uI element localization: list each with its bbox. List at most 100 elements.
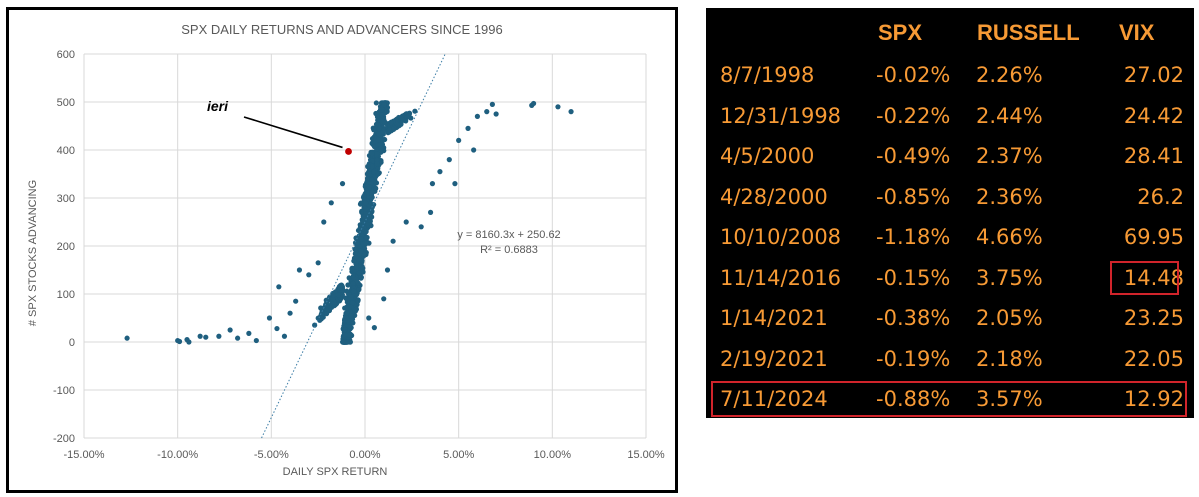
scatter-point [427, 209, 434, 215]
y-tick-label: 200 [57, 241, 75, 253]
scatter-point [493, 111, 499, 117]
scatter-point [342, 327, 348, 333]
table-russell-cell: 2.18% [976, 346, 1043, 371]
scatter-point [353, 306, 360, 312]
table-vix-cell: 14.48 [1123, 265, 1184, 290]
table-spx-cell: -0.02% [876, 63, 951, 87]
scatter-point [381, 296, 387, 302]
scatter-point [474, 113, 480, 119]
scatter-point [253, 337, 259, 344]
scatter-point [377, 142, 384, 148]
scatter-point [394, 121, 401, 127]
scatter-point [369, 163, 375, 170]
table-vix-cell: 22.05 [1123, 346, 1184, 371]
table-vix-cell: 12.92 [1123, 387, 1184, 411]
scatter-point [365, 190, 372, 196]
scatter-point [374, 147, 380, 153]
y-tick-label: 0 [69, 337, 75, 349]
scatter-point [465, 125, 471, 131]
scatter-point [359, 257, 365, 264]
table-vix-cell: 28.41 [1123, 144, 1184, 168]
trendline-equation: y = 8160.3x + 250.62 [457, 229, 560, 241]
table-spx-cell: -0.22% [876, 103, 951, 128]
scatter-point [363, 200, 369, 206]
scatter-point [323, 311, 330, 317]
scatter-point [341, 339, 347, 345]
scatter-point [353, 235, 359, 241]
scatter-point [347, 304, 353, 310]
scatter-point [371, 325, 377, 331]
scatter-point [356, 287, 362, 293]
scatter-point [373, 185, 379, 191]
scatter-point [352, 246, 358, 252]
table-vix-cell: 23.25 [1123, 306, 1184, 330]
scatter-point [356, 270, 363, 276]
table-date-cell: 4/5/2000 [720, 144, 815, 168]
scatter-point [344, 310, 350, 316]
table-russell-cell: 2.05% [976, 306, 1043, 330]
scatter-point [203, 334, 209, 340]
scatter-point [568, 109, 574, 115]
scatter-point [317, 317, 323, 323]
scatter-point [350, 275, 357, 281]
scatter-point [418, 224, 424, 230]
table-spx-cell: -0.38% [876, 306, 951, 330]
scatter-point [367, 217, 373, 223]
trendline-r2: R² = 0.6883 [480, 244, 538, 256]
table-spx-cell: -1.18% [876, 225, 951, 249]
column-header: VIX [1119, 20, 1155, 45]
scatter-point [373, 100, 379, 106]
scatter-point [287, 310, 293, 316]
scatter-point [186, 339, 192, 345]
scatter-point [429, 181, 436, 187]
table-russell-cell: 3.57% [976, 387, 1043, 411]
scatter-point [350, 280, 356, 287]
scatter-point [358, 236, 364, 242]
column-header: SPX [878, 20, 923, 45]
scatter-point [489, 101, 495, 107]
column-header: RUSSELL [977, 20, 1080, 45]
x-tick-label: 5.00% [443, 449, 474, 461]
table-spx-cell: -0.19% [876, 346, 951, 371]
scatter-point [484, 109, 490, 115]
scatter-point [348, 313, 354, 319]
annotation-pointer-line [243, 116, 343, 149]
x-tick-label: 10.00% [534, 449, 572, 461]
scatter-point [315, 260, 321, 266]
scatter-point [369, 157, 376, 164]
y-axis-label: # SPX STOCKS ADVANCING [27, 180, 39, 326]
table-vix-cell: 26.2 [1137, 184, 1184, 209]
scatter-point [360, 240, 366, 247]
scatter-point [306, 272, 312, 278]
returns-table: SPX RUSSELL VIX 8/7/1998 -0.02% 2.26% 27.02 12/… [706, 8, 1194, 418]
scatter-point [366, 315, 372, 321]
scatter-point [369, 190, 375, 196]
scatter-point [452, 181, 458, 187]
scatter-point [293, 298, 299, 304]
highlight-point [345, 148, 352, 155]
scatter-point [405, 113, 412, 120]
scatter-point [320, 306, 326, 312]
table-spx-cell: -0.49% [876, 144, 951, 168]
x-tick-label: -10.00% [157, 449, 198, 461]
y-tick-label: -100 [53, 385, 75, 397]
scatter-point [456, 137, 462, 143]
y-tick-label: 300 [57, 193, 75, 205]
scatter-point [365, 163, 371, 170]
scatter-point [328, 200, 334, 206]
scatter-point [323, 297, 329, 303]
scatter-point [345, 317, 351, 323]
scatter-point [355, 298, 361, 304]
scatter-point [197, 333, 203, 339]
scatter-point [386, 127, 392, 133]
x-tick-label: 0.00% [349, 449, 380, 461]
scatter-point [351, 258, 357, 264]
scatter-chart-panel: -15.00% -10.00% -5.00% 0.00% 5.00% 10.00% 15.0… [6, 7, 678, 493]
x-tick-label: -5.00% [254, 449, 289, 461]
scatter-point [335, 292, 342, 298]
table-vix-cell: 69.95 [1123, 225, 1184, 249]
scatter-point [403, 219, 409, 225]
scatter-point [384, 267, 391, 273]
y-tick-label: 400 [57, 145, 75, 157]
annotation-label: ieri [207, 98, 229, 114]
